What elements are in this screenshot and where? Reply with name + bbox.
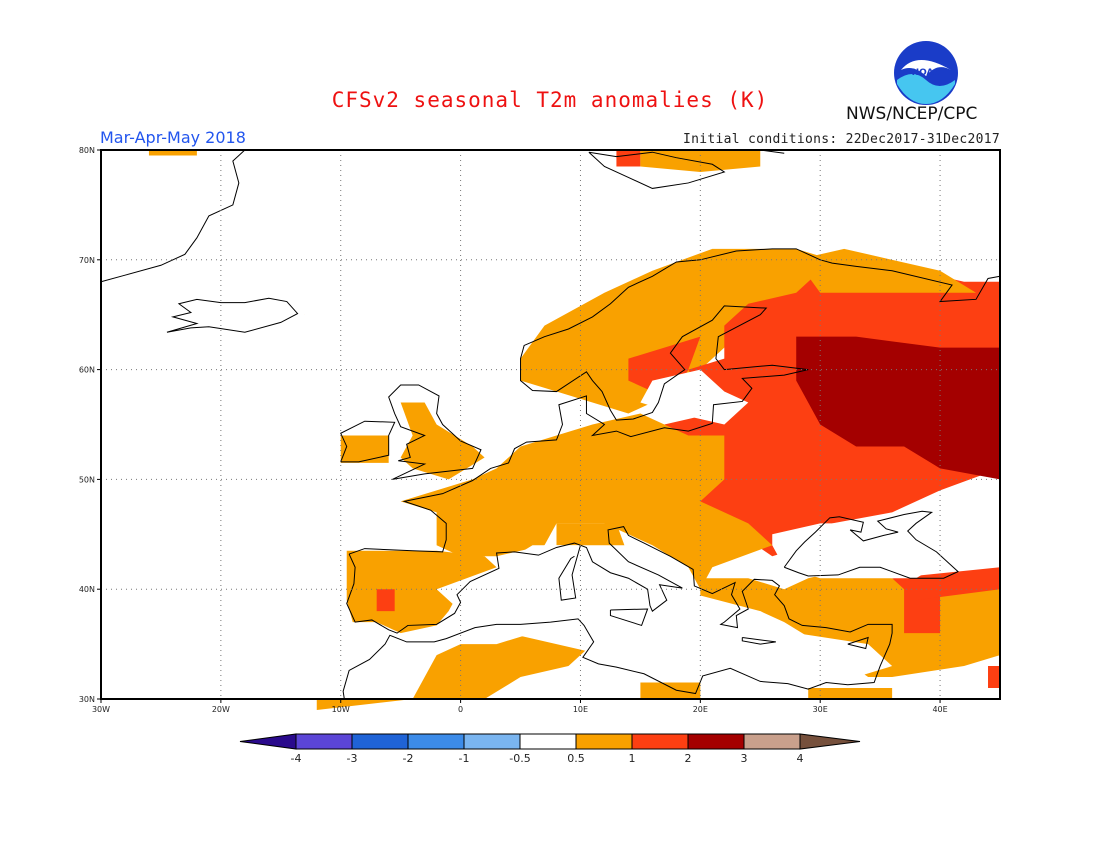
- noaa-logo: NOAA: [894, 41, 958, 105]
- lat-tick-label: 60N: [79, 366, 95, 375]
- anomaly-region: [640, 682, 701, 699]
- lon-tick-label: 40E: [932, 705, 947, 714]
- colorbar-label: -1: [459, 752, 470, 765]
- colorbar-label: 3: [741, 752, 748, 765]
- anomaly-region: [904, 589, 941, 634]
- anomaly-region: [376, 589, 395, 612]
- coastline: [340, 420, 396, 463]
- coastline: [388, 384, 482, 480]
- colorbar-label: -0.5: [509, 752, 530, 765]
- neutral-region: [436, 545, 893, 689]
- agency-label: NWS/NCEP/CPC: [846, 104, 978, 124]
- anomaly-region: [808, 688, 893, 699]
- colorbar-cell: [575, 733, 633, 750]
- neutral-region: [160, 270, 341, 337]
- colorbar-label: 4: [797, 752, 804, 765]
- lon-tick-label: 30W: [92, 705, 110, 714]
- coastline: [783, 510, 959, 579]
- lon-tick-label: 20E: [693, 705, 708, 714]
- lon-tick-label: 0: [458, 705, 463, 714]
- neutral-region: [640, 369, 749, 425]
- lon-tick-label: 20W: [212, 705, 230, 714]
- coastline: [847, 636, 869, 650]
- colorbar-cell: [351, 733, 409, 750]
- lon-tick-label: 10W: [332, 705, 350, 714]
- colorbar-label: 2: [685, 752, 692, 765]
- colorbar-cell: [295, 733, 353, 750]
- forecast-period: Mar-Apr-May 2018: [100, 128, 246, 147]
- coastline: [342, 526, 893, 700]
- anomaly-region: [892, 567, 1000, 601]
- anomaly-region: [520, 248, 833, 414]
- colorbar-cell: [743, 733, 801, 750]
- coastline: [741, 637, 776, 645]
- colorbar-cell: [407, 733, 465, 750]
- anomaly-region: [988, 666, 1000, 689]
- lat-tick-label: 70N: [79, 256, 95, 265]
- anomaly-region: [148, 150, 197, 156]
- coastline: [609, 608, 649, 627]
- anomaly-region: [400, 402, 485, 480]
- lat-tick-label: 50N: [79, 475, 95, 484]
- anomaly-region: [346, 550, 497, 634]
- lat-tick-label: 30N: [79, 695, 95, 704]
- anomaly-region: [316, 622, 593, 710]
- colorbar-cell: [519, 733, 577, 750]
- noaa-logo-text: NOAA: [912, 68, 941, 78]
- colorbar-arrow-left: [239, 733, 297, 750]
- anomaly-region: [400, 413, 773, 590]
- colorbar-cell: [687, 733, 745, 750]
- colorbar-label: -4: [291, 752, 302, 765]
- coastline: [588, 151, 726, 189]
- colorbar-cell: [631, 733, 689, 750]
- anomaly-region: [796, 336, 1000, 480]
- neutral-region: [772, 523, 953, 579]
- coastline: [348, 248, 1001, 555]
- colorbar-label: 1: [629, 752, 636, 765]
- colorbar-label: 0.5: [567, 752, 585, 765]
- colorbar-cell: [463, 733, 521, 750]
- coastline: [100, 149, 246, 283]
- lon-tick-label: 30E: [813, 705, 828, 714]
- coastline: [558, 545, 581, 601]
- chart-title: CFSv2 seasonal T2m anomalies (K): [331, 88, 769, 112]
- initial-conditions: Initial conditions: 22Dec2017-31Dec2017: [683, 132, 1000, 147]
- colorbar-label: -2: [403, 752, 414, 765]
- colorbar-arrow-right: [799, 733, 861, 750]
- anomaly-region: [340, 435, 389, 463]
- map-frame: [100, 149, 1001, 700]
- lon-tick-label: 10E: [573, 705, 588, 714]
- colorbar-label: -3: [347, 752, 358, 765]
- coastline: [166, 297, 299, 333]
- lat-tick-label: 40N: [79, 585, 95, 594]
- lat-tick-label: 80N: [79, 146, 95, 155]
